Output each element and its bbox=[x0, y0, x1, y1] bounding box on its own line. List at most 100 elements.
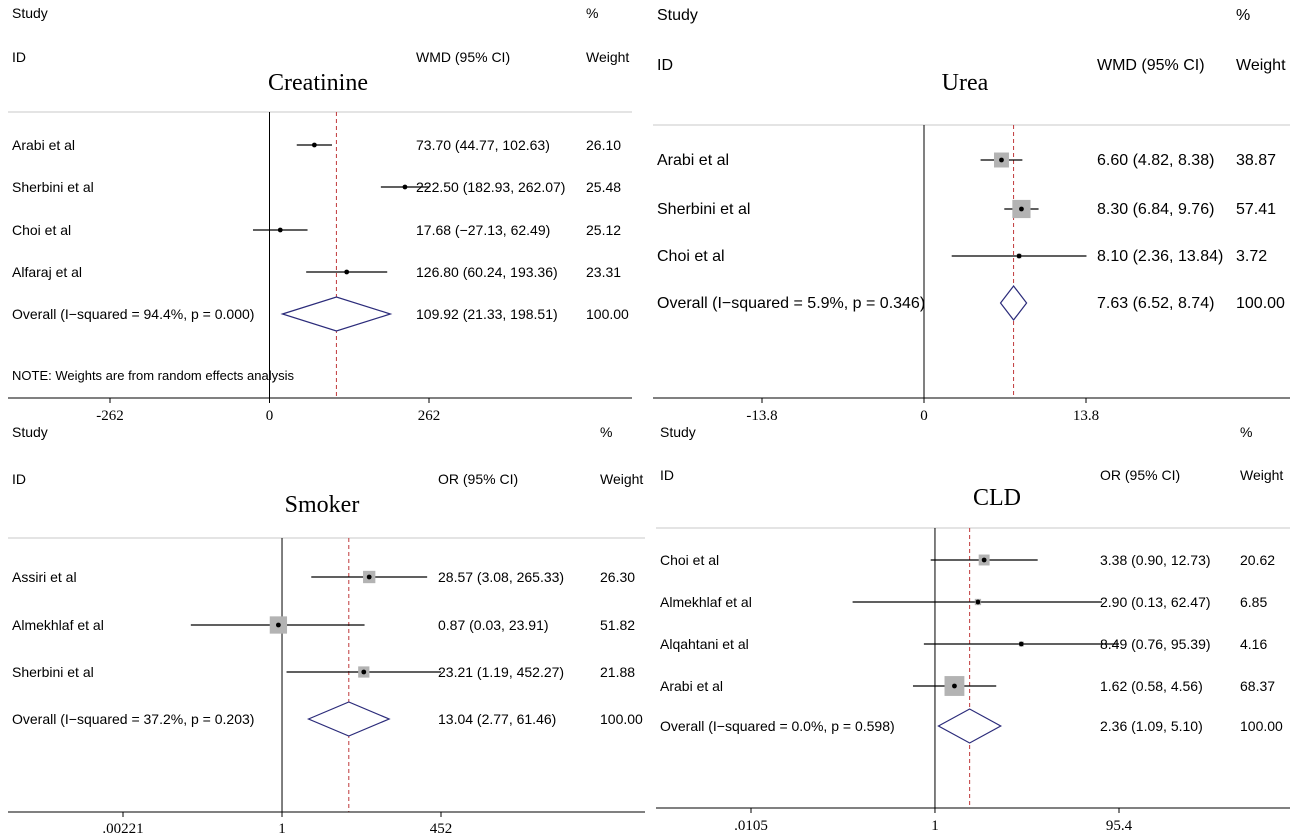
estimate-text: 8.10 (2.36, 13.84) bbox=[1097, 248, 1223, 265]
point-estimate bbox=[402, 184, 408, 190]
header-id-label: ID bbox=[12, 49, 26, 65]
x-axis-tick-label: .00221 bbox=[102, 821, 143, 837]
header-weight-label: Weight bbox=[1236, 57, 1286, 74]
weight-text: 25.48 bbox=[586, 179, 621, 195]
study-label: Sherbini et al bbox=[12, 179, 94, 195]
overall-estimate-text: 7.63 (6.52, 8.74) bbox=[1097, 295, 1214, 312]
overall-weight-text: 100.00 bbox=[600, 711, 643, 727]
study-label: Sherbini et al bbox=[12, 664, 94, 680]
header-study-label: Study bbox=[12, 5, 48, 21]
header-percent-label: % bbox=[600, 424, 612, 440]
x-axis-tick-label: 0 bbox=[920, 408, 928, 424]
x-axis-tick-label: 13.8 bbox=[1073, 408, 1099, 424]
study-label: Choi et al bbox=[657, 248, 725, 265]
estimate-text: 3.38 (0.90, 12.73) bbox=[1100, 552, 1211, 568]
overall-weight-text: 100.00 bbox=[1240, 718, 1283, 734]
x-axis-tick-label: -13.8 bbox=[746, 408, 777, 424]
weights-note: NOTE: Weights are from random effects an… bbox=[12, 368, 295, 383]
x-axis-tick-label: 0 bbox=[266, 408, 274, 424]
point-estimate bbox=[975, 599, 981, 605]
point-estimate bbox=[981, 557, 987, 563]
estimate-text: 126.80 (60.24, 193.36) bbox=[416, 264, 558, 280]
weight-text: 4.16 bbox=[1240, 636, 1267, 652]
study-label: Almekhlaf et al bbox=[660, 594, 752, 610]
header-study-label: Study bbox=[12, 424, 48, 440]
estimate-text: 23.21 (1.19, 452.27) bbox=[438, 664, 564, 680]
study-label: Almekhlaf et al bbox=[12, 617, 104, 633]
header-weight-label: Weight bbox=[600, 471, 643, 487]
x-axis-tick-label: 1 bbox=[278, 821, 286, 837]
study-label: Choi et al bbox=[660, 552, 719, 568]
study-label: Alfaraj et al bbox=[12, 264, 82, 280]
estimate-text: 6.60 (4.82, 8.38) bbox=[1097, 152, 1214, 169]
point-estimate bbox=[1019, 206, 1024, 212]
header-estimate-label: OR (95% CI) bbox=[1100, 467, 1180, 483]
weight-text: 23.31 bbox=[586, 264, 621, 280]
overall-estimate-text: 2.36 (1.09, 5.10) bbox=[1100, 718, 1203, 734]
header-id-label: ID bbox=[657, 57, 673, 74]
header-weight-label: Weight bbox=[1240, 467, 1283, 483]
study-label: Arabi et al bbox=[657, 152, 729, 169]
weight-text: 51.82 bbox=[600, 617, 635, 633]
estimate-text: 28.57 (3.08, 265.33) bbox=[438, 569, 564, 585]
point-estimate bbox=[1018, 641, 1024, 647]
overall-weight-text: 100.00 bbox=[1236, 295, 1285, 312]
estimate-text: 0.87 (0.03, 23.91) bbox=[438, 617, 549, 633]
overall-label: Overall (I−squared = 94.4%, p = 0.000) bbox=[12, 306, 254, 322]
header-study-label: Study bbox=[657, 7, 698, 24]
weight-text: 21.88 bbox=[600, 664, 635, 680]
overall-label: Overall (I−squared = 37.2%, p = 0.203) bbox=[12, 711, 254, 727]
overall-diamond bbox=[306, 701, 391, 737]
overall-weight-text: 100.00 bbox=[586, 306, 629, 322]
overall-label: Overall (I−squared = 5.9%, p = 0.346) bbox=[657, 295, 925, 312]
estimate-text: 73.70 (44.77, 102.63) bbox=[416, 137, 550, 153]
x-axis-tick-label: 95.4 bbox=[1106, 818, 1133, 834]
panel-title: Urea bbox=[942, 70, 989, 96]
x-axis-tick-label: 262 bbox=[418, 408, 441, 424]
study-label: Sherbini et al bbox=[657, 201, 750, 218]
weight-text: 3.72 bbox=[1236, 248, 1267, 265]
weight-text: 57.41 bbox=[1236, 201, 1276, 218]
x-axis-tick-label: 452 bbox=[430, 821, 453, 837]
header-estimate-label: OR (95% CI) bbox=[438, 471, 518, 487]
header-percent-label: % bbox=[586, 5, 598, 21]
weight-text: 68.37 bbox=[1240, 678, 1275, 694]
overall-diamond bbox=[999, 285, 1028, 321]
weight-text: 25.12 bbox=[586, 222, 621, 238]
header-id-label: ID bbox=[12, 471, 26, 487]
point-estimate bbox=[344, 269, 350, 275]
header-id-label: ID bbox=[660, 467, 674, 483]
header-weight-label: Weight bbox=[586, 49, 629, 65]
weight-text: 20.62 bbox=[1240, 552, 1275, 568]
header-study-label: Study bbox=[660, 424, 696, 440]
point-estimate bbox=[999, 157, 1004, 163]
estimate-text: 8.49 (0.76, 95.39) bbox=[1100, 636, 1211, 652]
estimate-text: 17.68 (−27.13, 62.49) bbox=[416, 222, 550, 238]
x-axis-tick-label: -262 bbox=[96, 408, 124, 424]
panel-title: Creatinine bbox=[268, 70, 368, 96]
point-estimate bbox=[952, 683, 957, 689]
header-percent-label: % bbox=[1240, 424, 1252, 440]
weight-text: 38.87 bbox=[1236, 152, 1276, 169]
point-estimate bbox=[275, 622, 281, 628]
estimate-text: 222.50 (182.93, 262.07) bbox=[416, 179, 565, 195]
estimate-text: 1.62 (0.58, 4.56) bbox=[1100, 678, 1203, 694]
x-axis-tick-label: 1 bbox=[931, 818, 939, 834]
point-estimate bbox=[311, 142, 317, 148]
header-percent-label: % bbox=[1236, 7, 1250, 24]
overall-estimate-text: 109.92 (21.33, 198.51) bbox=[416, 306, 558, 322]
study-label: Arabi et al bbox=[12, 137, 75, 153]
overall-diamond bbox=[937, 708, 1002, 744]
x-axis-tick-label: .0105 bbox=[734, 818, 768, 834]
study-label: Assiri et al bbox=[12, 569, 77, 585]
header-estimate-label: WMD (95% CI) bbox=[1097, 57, 1205, 74]
study-label: Arabi et al bbox=[660, 678, 723, 694]
point-estimate bbox=[366, 574, 372, 580]
estimate-text: 8.30 (6.84, 9.76) bbox=[1097, 201, 1214, 218]
estimate-text: 2.90 (0.13, 62.47) bbox=[1100, 594, 1211, 610]
header-estimate-label: WMD (95% CI) bbox=[416, 49, 510, 65]
overall-estimate-text: 13.04 (2.77, 61.46) bbox=[438, 711, 556, 727]
point-estimate bbox=[1016, 253, 1022, 259]
weight-text: 6.85 bbox=[1240, 594, 1267, 610]
